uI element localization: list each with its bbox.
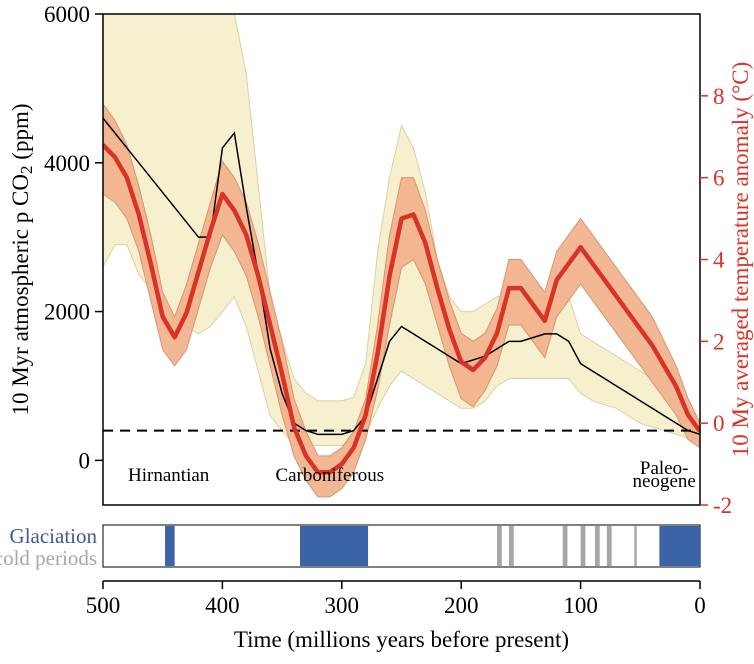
annotation-label: Hirnantian — [128, 465, 210, 486]
yright-tick-label: -2 — [713, 493, 732, 518]
x-tick-label: 400 — [205, 593, 240, 618]
x-axis-title: Time (millions years before present) — [234, 627, 569, 652]
cold-period-bar — [509, 526, 514, 566]
glaciation-bar — [165, 526, 175, 566]
yleft-tick-label: 4000 — [44, 151, 90, 176]
yright-tick-label: 8 — [713, 84, 725, 109]
yleft-tick-label: 0 — [79, 448, 91, 473]
paleoclimate-chart: 0200040006000-202468HirnantianCarbonifer… — [0, 0, 754, 659]
yright-tick-label: 4 — [713, 248, 725, 273]
yright-tick-label: 0 — [713, 411, 725, 436]
yleft-axis-title: 10 Myr atmospheric p CO2 (ppm) — [8, 103, 36, 415]
annotation-label: neogene — [633, 471, 696, 492]
glaciation-label: Glaciation — [10, 524, 98, 548]
cold-period-bar — [634, 526, 636, 566]
x-tick-label: 500 — [86, 593, 121, 618]
x-tick-label: 200 — [444, 593, 479, 618]
glaciation-bar — [300, 526, 368, 566]
cold-period-bar — [581, 526, 586, 566]
yright-axis-title: 10 My averaged temperature anomaly (°C) — [728, 62, 753, 458]
x-tick-label: 0 — [694, 593, 706, 618]
yleft-tick-label: 6000 — [44, 2, 90, 27]
yright-tick-label: 6 — [713, 166, 725, 191]
yleft-tick-label: 2000 — [44, 300, 90, 325]
cold-period-bar — [595, 526, 600, 566]
x-tick-label: 300 — [325, 593, 360, 618]
cold-period-bar — [607, 526, 612, 566]
cold-period-bar — [563, 526, 568, 566]
cold-periods-label: cold periods — [0, 546, 97, 570]
annotation-label: Carboniferous — [276, 465, 385, 486]
yright-tick-label: 2 — [713, 329, 725, 354]
chart-svg: 0200040006000-202468HirnantianCarbonifer… — [0, 0, 754, 659]
cold-period-bar — [497, 526, 502, 566]
glaciation-bar — [659, 526, 700, 566]
x-tick-label: 100 — [563, 593, 598, 618]
